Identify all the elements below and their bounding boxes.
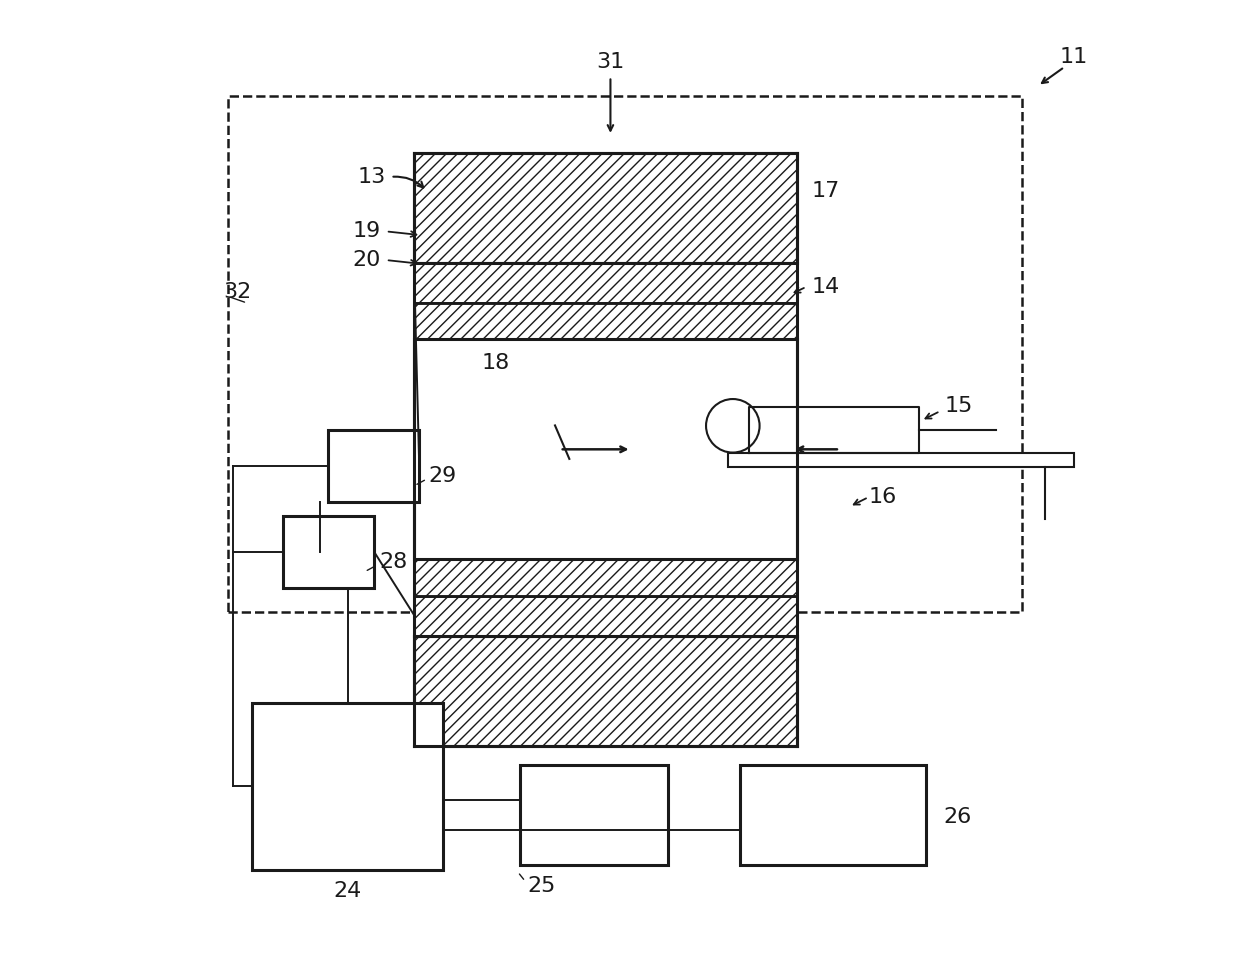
Text: 18: 18 xyxy=(481,354,510,373)
Bar xyxy=(284,516,374,588)
Bar xyxy=(414,263,797,303)
Text: 13: 13 xyxy=(357,167,386,186)
Bar xyxy=(329,430,419,502)
Bar xyxy=(414,339,797,559)
Text: 19: 19 xyxy=(352,222,381,241)
Text: 29: 29 xyxy=(429,467,458,486)
Text: 15: 15 xyxy=(945,397,973,416)
Text: 25: 25 xyxy=(527,877,556,896)
Bar xyxy=(414,153,797,263)
Bar xyxy=(414,596,797,636)
Bar xyxy=(414,636,797,746)
Text: 20: 20 xyxy=(352,250,381,270)
Text: 32: 32 xyxy=(223,282,252,301)
Bar xyxy=(414,559,797,596)
Text: 26: 26 xyxy=(944,808,971,827)
Bar xyxy=(414,303,797,339)
Text: 24: 24 xyxy=(334,881,362,901)
Text: 17: 17 xyxy=(811,182,839,201)
Text: 14: 14 xyxy=(811,277,839,296)
Bar xyxy=(739,765,926,865)
Bar xyxy=(252,703,443,870)
Bar xyxy=(228,96,1022,612)
Text: 31: 31 xyxy=(596,53,625,72)
Text: 28: 28 xyxy=(379,553,407,572)
Bar xyxy=(520,765,668,865)
Text: 11: 11 xyxy=(1060,48,1089,67)
Text: 16: 16 xyxy=(868,488,897,507)
Bar xyxy=(728,452,1074,467)
